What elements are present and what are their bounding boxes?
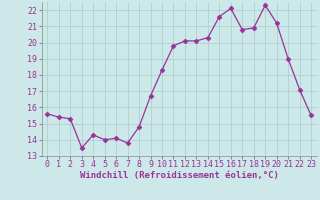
- X-axis label: Windchill (Refroidissement éolien,°C): Windchill (Refroidissement éolien,°C): [80, 171, 279, 180]
